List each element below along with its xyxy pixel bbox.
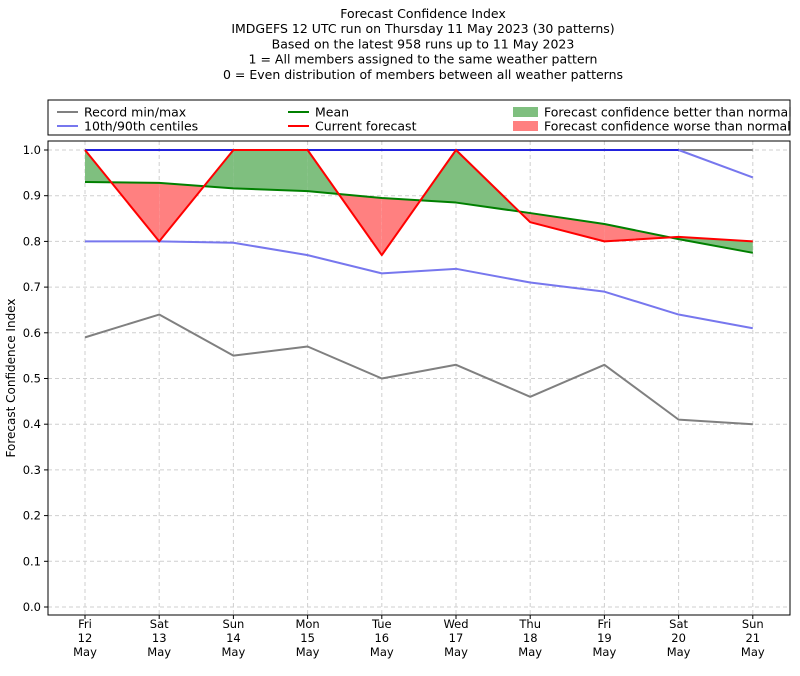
x-tick-label: Sat [150, 617, 169, 631]
series-lines [84, 149, 754, 426]
plot-area [47, 140, 791, 616]
x-tick-label: Sat [669, 617, 688, 631]
x-tick-label: 13 [152, 631, 167, 645]
x-tick-label: 15 [300, 631, 315, 645]
y-tick-label: 0.2 [23, 509, 41, 523]
legend-box [47, 99, 791, 136]
x-tick-label: May [370, 645, 394, 659]
y-tick-label: 0.7 [23, 280, 41, 294]
x-tick-label: Fri [78, 617, 92, 631]
y-tick-label: 0.0 [23, 600, 41, 614]
y-tick-label: 0.8 [23, 234, 41, 248]
title-line: Based on the latest 958 runs up to 11 Ma… [272, 36, 575, 51]
x-tick-label: Thu [518, 617, 541, 631]
x-tick-label: May [222, 645, 246, 659]
title-line: 1 = All members assigned to the same wea… [249, 52, 598, 67]
legend-label: Forecast confidence worse than normal [544, 119, 791, 134]
x-tick-label: 18 [523, 631, 538, 645]
legend-label: Record min/max [84, 105, 186, 120]
legend-swatch-patch [513, 121, 538, 131]
x-tick-label: 17 [449, 631, 464, 645]
y-tick-label: 0.5 [23, 372, 41, 386]
x-tick-label: 21 [745, 631, 760, 645]
x-axis: Fri12MaySat13MaySun14MayMon15MayTue16May… [73, 615, 765, 659]
record-min-line [84, 313, 753, 426]
title-line: IMDGEFS 12 UTC run on Thursday 11 May 20… [231, 21, 614, 36]
x-tick-label: May [518, 645, 542, 659]
title-line: 0 = Even distribution of members between… [223, 67, 623, 82]
y-tick-label: 0.1 [23, 554, 41, 568]
x-tick-label: May [593, 645, 617, 659]
fill-worse-than-normal [530, 213, 605, 242]
x-tick-label: May [296, 645, 320, 659]
x-tick-label: May [444, 645, 468, 659]
y-tick-label: 0.6 [23, 326, 41, 340]
legend-label: Current forecast [315, 119, 417, 134]
x-tick-label: Wed [443, 617, 468, 631]
centile-10-line [85, 240, 753, 330]
y-tick-label: 0.3 [23, 463, 41, 477]
current-forecast-line [84, 149, 753, 257]
x-tick-label: 12 [78, 631, 93, 645]
x-tick-label: Sun [742, 617, 764, 631]
x-tick-label: May [741, 645, 765, 659]
y-axis: 0.0 0.1 0.2 0.3 0.4 0.5 0.6 0.7 0.8 0.9 1.0 [23, 143, 48, 614]
x-tick-label: Tue [371, 617, 392, 631]
x-tick-label: 19 [597, 631, 612, 645]
x-tick-label: 14 [226, 631, 241, 645]
y-tick-label: 0.4 [23, 417, 41, 431]
mean-line [84, 180, 753, 254]
y-tick-label: 0.9 [23, 189, 41, 203]
title-line: Forecast Confidence Index [340, 6, 506, 21]
legend-label: Mean [315, 105, 349, 120]
x-tick-label: May [73, 645, 97, 659]
legend-swatch-patch [513, 107, 538, 117]
x-tick-label: 20 [671, 631, 686, 645]
y-axis-label: Forecast Confidence Index [4, 299, 18, 458]
x-tick-label: Sun [222, 617, 244, 631]
y-tick-label: 1.0 [23, 143, 41, 157]
x-tick-label: May [667, 645, 691, 659]
x-tick-label: 16 [374, 631, 389, 645]
x-tick-label: Fri [598, 617, 612, 631]
x-tick-label: May [147, 645, 171, 659]
legend-label: 10th/90th centiles [84, 119, 198, 134]
fill-better-than-normal [233, 150, 308, 192]
legend-label: Forecast confidence better than normal [544, 105, 792, 120]
x-tick-label: Mon [295, 617, 319, 631]
